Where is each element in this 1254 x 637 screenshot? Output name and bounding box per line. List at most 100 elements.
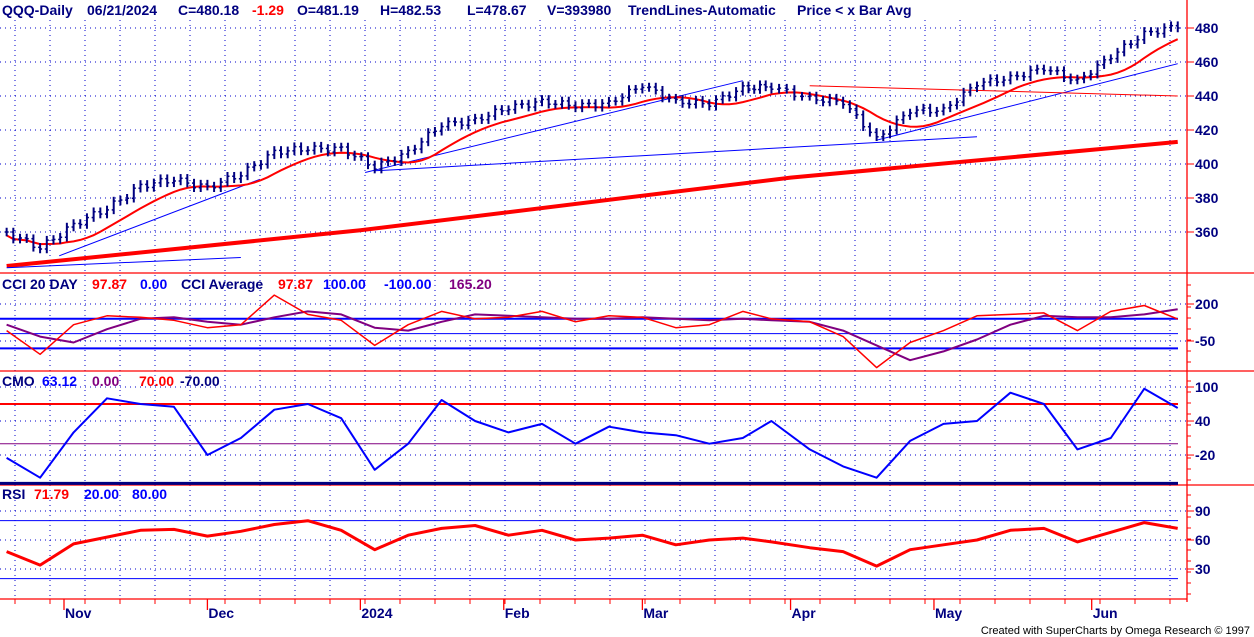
price-bar <box>881 129 886 142</box>
short-moving-average-line <box>6 38 1179 246</box>
cci-average-line <box>6 308 1178 362</box>
date-tick-label: May <box>935 605 962 621</box>
price-bar <box>586 99 591 108</box>
price-tick-label: 400 <box>1195 156 1219 172</box>
price-bar <box>125 193 130 205</box>
price-bar <box>198 179 203 193</box>
price-bar <box>91 207 96 222</box>
price-bar <box>954 97 959 110</box>
panel-frame <box>0 0 1254 602</box>
trendline <box>876 63 1178 141</box>
price-bar <box>1008 71 1013 85</box>
price-bar <box>178 174 183 186</box>
price-bar <box>800 92 805 101</box>
price-bar <box>232 172 237 184</box>
price-bar <box>225 172 230 187</box>
price-bar <box>827 93 832 107</box>
rsi-lower: 20.00 <box>84 486 119 502</box>
price-bar <box>792 85 797 101</box>
price-bar <box>784 83 789 94</box>
rsi-header: RSI 71.79 20.00 80.00 <box>2 486 167 502</box>
price-bar <box>908 108 913 120</box>
price-bar <box>707 99 712 111</box>
price-header: QQQ-Daily 06/21/2024 C=480.18 -1.29 O=48… <box>2 2 912 18</box>
price-bar <box>399 149 404 166</box>
price-bar <box>386 156 391 167</box>
footer-credit: Created with SuperCharts by Omega Resear… <box>981 625 1250 637</box>
price-bar <box>995 74 1000 87</box>
rsi-value: 71.79 <box>34 486 69 502</box>
trendline <box>809 85 1178 97</box>
price-bar <box>1021 71 1026 82</box>
price-bar <box>713 95 718 111</box>
price-bar <box>352 150 357 161</box>
price-bar <box>901 111 906 124</box>
price-bar <box>1128 39 1133 49</box>
price-bar <box>1055 66 1060 76</box>
price-bar <box>1148 27 1153 36</box>
price-bar <box>466 115 471 130</box>
cci-extra: 165.20 <box>449 276 492 292</box>
price-bar <box>192 178 197 193</box>
price-bar <box>473 113 478 125</box>
price-bar <box>814 91 819 105</box>
high-label: H=482.53 <box>380 2 441 18</box>
price-bar <box>763 80 768 92</box>
price-bar <box>479 113 484 124</box>
rsi-tick-label: 90 <box>1195 503 1211 519</box>
price-bar <box>64 222 69 242</box>
cci-value: 97.87 <box>92 276 127 292</box>
price-bar <box>613 96 618 106</box>
price-bar <box>258 160 263 170</box>
symbol-label: QQQ-Daily <box>2 2 73 18</box>
price-tick-label: 380 <box>1195 190 1219 206</box>
cmo-value: 63.12 <box>42 373 77 389</box>
price-bar <box>158 174 163 188</box>
price-bar <box>653 82 658 95</box>
price-bar <box>757 80 762 94</box>
price-bar <box>600 99 605 112</box>
price-bar <box>1108 54 1113 65</box>
price-bar <box>580 99 585 113</box>
price-bar <box>720 91 725 104</box>
price-bar <box>292 142 297 156</box>
price-bar <box>573 101 578 113</box>
rsi-tick-label: 60 <box>1195 532 1211 548</box>
price-bar <box>332 143 337 157</box>
cci-line <box>6 294 1178 369</box>
price-bar <box>285 146 290 159</box>
trendline <box>374 136 978 172</box>
cmo-zero: 0.00 <box>92 373 119 389</box>
price-bar <box>1068 73 1073 85</box>
price-bar <box>24 233 29 243</box>
price-bar <box>419 137 424 154</box>
cmo-name: CMO <box>2 373 35 389</box>
price-bar <box>111 196 116 215</box>
price-bar <box>84 213 89 229</box>
price-bar <box>620 93 625 106</box>
price-bar <box>359 152 364 161</box>
price-bar <box>1135 35 1140 49</box>
price-bar <box>366 152 371 170</box>
trendline <box>365 80 743 173</box>
price-bar <box>185 174 190 188</box>
price-tick-label: 480 <box>1195 20 1219 36</box>
price-tick-label: 360 <box>1195 224 1219 240</box>
rsi-upper: 80.00 <box>132 486 167 502</box>
price-bar <box>553 99 558 109</box>
price-bar <box>44 235 49 254</box>
price-bar <box>887 125 892 139</box>
price-bar <box>673 93 678 104</box>
cci-upper: 100.00 <box>323 276 366 292</box>
price-bar <box>700 95 705 108</box>
price-bar <box>1142 27 1147 45</box>
price-bar <box>325 144 330 157</box>
cci-tick-label: 200 <box>1195 296 1219 312</box>
price-bar <box>446 117 451 131</box>
price-bar <box>432 127 437 137</box>
price-bar <box>98 207 103 219</box>
price-bar <box>606 96 611 108</box>
price-bar <box>18 233 23 244</box>
price-bar <box>493 105 498 121</box>
price-bar <box>867 122 872 137</box>
